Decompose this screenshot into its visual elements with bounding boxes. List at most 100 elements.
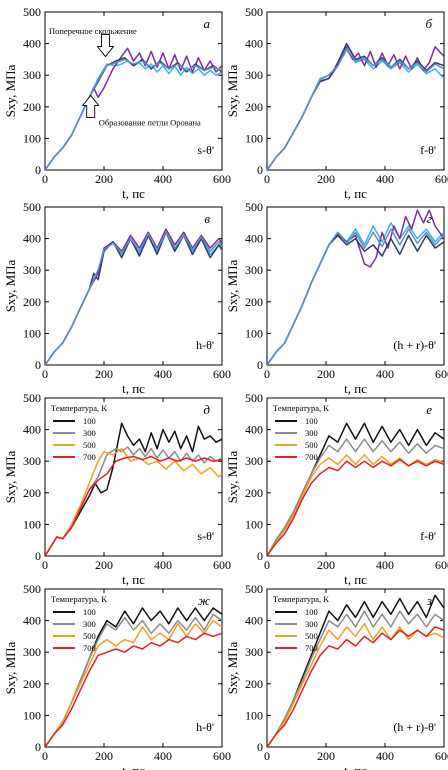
x-axis-label: t, пс	[122, 763, 145, 770]
y-tick-label: 400	[23, 37, 41, 51]
y-tick-label: 100	[245, 517, 263, 531]
x-axis-label: t, пс	[344, 763, 367, 770]
legend-entry: 500	[305, 440, 318, 450]
y-tick-label: 500	[23, 391, 41, 405]
y-tick-label: 100	[23, 517, 41, 531]
series-line-700	[45, 455, 222, 556]
y-tick-label: 100	[23, 326, 41, 340]
y-tick-label: 500	[245, 5, 263, 19]
panel-letter: з	[426, 593, 432, 608]
x-tick-label: 600	[435, 367, 448, 381]
plot-frame	[44, 206, 223, 366]
x-tick-label: 400	[154, 172, 172, 186]
y-axis-label: Sxy, МПа	[3, 64, 18, 117]
y-tick-label: 500	[245, 391, 263, 405]
series-group	[45, 228, 222, 365]
series-line-500	[267, 454, 444, 556]
y-tick-label: 300	[23, 645, 41, 659]
x-tick-label: 0	[42, 749, 48, 763]
x-tick-label: 0	[264, 172, 270, 186]
y-tick-label: 500	[23, 582, 41, 596]
series-group	[267, 42, 444, 170]
x-tick-label: 0	[264, 367, 270, 381]
panel-config-label: h-θ'	[196, 720, 214, 734]
series-line-1	[267, 49, 444, 170]
y-tick-label: 300	[245, 68, 263, 82]
panel-letter: б	[425, 16, 432, 31]
legend-entry: 100	[305, 607, 318, 617]
series-line-700	[267, 458, 444, 556]
legend: Температура, К 100 300 500 700	[273, 594, 329, 653]
x-tick-label: 200	[317, 558, 335, 572]
y-tick-label: 300	[245, 645, 263, 659]
panel-1: 0 200 400 600 0 100 200 300 400 500 t, пс Sxy, МПа а…	[3, 5, 231, 201]
y-tick-label: 300	[23, 68, 41, 82]
legend-entry: 100	[83, 607, 96, 617]
y-tick-label: 200	[245, 486, 263, 500]
legend-entry: 100	[305, 416, 318, 426]
y-tick-label: 0	[35, 740, 41, 754]
y-tick-label: 200	[23, 100, 41, 114]
x-tick-label: 0	[42, 367, 48, 381]
x-tick-label: 400	[154, 749, 172, 763]
legend-entry: 300	[305, 428, 318, 438]
y-tick-label: 200	[23, 295, 41, 309]
x-tick-label: 400	[376, 558, 394, 572]
x-tick-label: 0	[264, 558, 270, 572]
y-axis-label: Sxy, МПа	[225, 450, 240, 503]
y-tick-label: 300	[245, 263, 263, 277]
legend-entry: 500	[83, 631, 96, 641]
y-tick-label: 0	[257, 549, 263, 563]
panel-config-label: s-θ'	[197, 529, 214, 543]
panel-7: 0 200 400 600 0 100 200 300 400 500 t, пс Sxy, МПа ж…	[3, 582, 231, 770]
legend-entry: 700	[83, 643, 96, 653]
series-line-500	[45, 447, 222, 556]
plot-frame	[266, 11, 445, 171]
series-line-500	[45, 619, 222, 747]
plot-frame	[44, 588, 223, 748]
legend-title: Температура, К	[51, 403, 107, 413]
series-group	[45, 47, 222, 170]
x-tick-label: 200	[95, 172, 113, 186]
x-axis-label: t, пс	[122, 381, 145, 396]
y-tick-label: 300	[245, 454, 263, 468]
y-tick-label: 0	[35, 549, 41, 563]
y-tick-label: 100	[245, 131, 263, 145]
series-line-4	[267, 228, 444, 365]
legend-entry: 700	[305, 643, 318, 653]
legend-entry: 100	[83, 416, 96, 426]
y-axis-label: Sxy, МПа	[3, 641, 18, 694]
x-tick-label: 600	[213, 749, 231, 763]
y-tick-label: 400	[23, 232, 41, 246]
y-tick-label: 400	[245, 423, 263, 437]
x-tick-label: 400	[376, 749, 394, 763]
y-tick-label: 500	[23, 200, 41, 214]
arrow-up-icon	[81, 94, 100, 118]
y-tick-label: 100	[23, 708, 41, 722]
x-axis-label: t, пс	[344, 572, 367, 587]
x-tick-label: 200	[317, 367, 335, 381]
series-group	[45, 422, 222, 556]
panel-config-label: (h + r)-θ'	[393, 720, 436, 734]
series-group	[267, 209, 444, 365]
y-tick-label: 500	[245, 582, 263, 596]
y-tick-label: 100	[23, 131, 41, 145]
x-tick-label: 400	[154, 367, 172, 381]
x-tick-label: 200	[317, 749, 335, 763]
legend-entry: 700	[305, 452, 318, 462]
legend-title: Температура, К	[273, 403, 329, 413]
y-tick-label: 300	[23, 263, 41, 277]
x-axis-label: t, пс	[344, 186, 367, 201]
x-tick-label: 400	[154, 558, 172, 572]
x-tick-label: 600	[435, 558, 448, 572]
x-tick-label: 0	[42, 172, 48, 186]
y-axis-label: Sxy, МПа	[3, 259, 18, 312]
legend-entry: 300	[305, 619, 318, 629]
plot-frame	[266, 588, 445, 748]
panel-letter: а	[204, 16, 211, 31]
x-tick-label: 600	[213, 172, 231, 186]
x-tick-label: 600	[213, 367, 231, 381]
panel-letter: в	[204, 211, 210, 226]
legend-title: Температура, К	[51, 594, 107, 604]
